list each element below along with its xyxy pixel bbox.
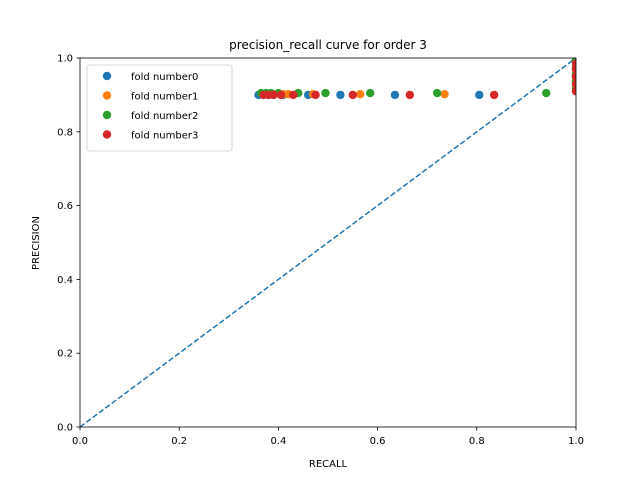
chart-title: precision_recall curve for order 3 xyxy=(229,38,427,52)
legend-marker-3 xyxy=(102,130,112,139)
legend-label-0: fold number0 xyxy=(131,72,198,83)
x-tick-label-1: 0.2 xyxy=(171,436,187,447)
x-tick-label-3: 0.6 xyxy=(370,436,386,447)
series-3-point-13 xyxy=(571,59,576,68)
plot-area: 0.0 0.2 0.4 0.6 0.8 1.0 0.0 0.2 0.4 0.6 0.8 1.0 xyxy=(57,54,584,448)
series-1-point-6 xyxy=(440,89,449,99)
series-3-point-5 xyxy=(311,90,320,100)
series-3-point-9 xyxy=(571,87,576,96)
legend: fold number0 fold number1 fold number2 fold… xyxy=(86,64,233,152)
x-tick-label-2: 0.4 xyxy=(270,436,286,447)
legend-marker-1 xyxy=(102,91,112,100)
legend-label-2: fold number2 xyxy=(131,111,198,122)
series-3-point-7 xyxy=(405,90,415,100)
y-tick-label-4: 0.8 xyxy=(57,127,73,138)
legend-marker-0 xyxy=(102,71,112,81)
series-0-point-6 xyxy=(336,90,345,100)
legend-label-3: fold number3 xyxy=(131,131,198,142)
series-1-point-5 xyxy=(356,89,365,99)
series-3-point-4 xyxy=(289,90,298,100)
legend-marker-2 xyxy=(102,110,112,120)
series-2-point-8 xyxy=(542,88,551,98)
series-3-point-2 xyxy=(269,90,278,100)
y-axis-label: PRECISION xyxy=(31,216,42,270)
x-tick-label-0: 0.0 xyxy=(72,436,88,447)
series-2-point-5 xyxy=(321,88,330,98)
y-tick-label-2: 0.4 xyxy=(57,275,73,286)
series-3 xyxy=(259,59,576,100)
y-tick-label-5: 1.0 xyxy=(57,54,73,65)
series-3-point-8 xyxy=(489,90,499,100)
x-axis-label: RECALL xyxy=(309,459,348,470)
data-markers xyxy=(254,58,576,100)
legend-box xyxy=(86,64,233,152)
x-tick-label-4: 0.8 xyxy=(469,436,485,447)
x-tick-label-5: 1.0 xyxy=(568,436,584,447)
series-3-point-10 xyxy=(571,79,576,89)
y-tick-label-0: 0.0 xyxy=(57,423,73,434)
y-tick-label-3: 0.6 xyxy=(57,201,73,212)
y-tick-label-1: 0.2 xyxy=(57,349,73,360)
series-3-point-3 xyxy=(276,90,286,100)
series-3-point-11 xyxy=(571,72,576,81)
legend-label-1: fold number1 xyxy=(131,92,198,103)
series-3-point-6 xyxy=(348,90,357,100)
series-2-point-7 xyxy=(432,88,442,98)
series-0-point-7 xyxy=(390,90,400,100)
axes-frame xyxy=(79,57,577,428)
reference-diagonal-line xyxy=(79,57,577,428)
series-2-point-6 xyxy=(365,88,375,98)
series-0-point-8 xyxy=(475,90,484,100)
